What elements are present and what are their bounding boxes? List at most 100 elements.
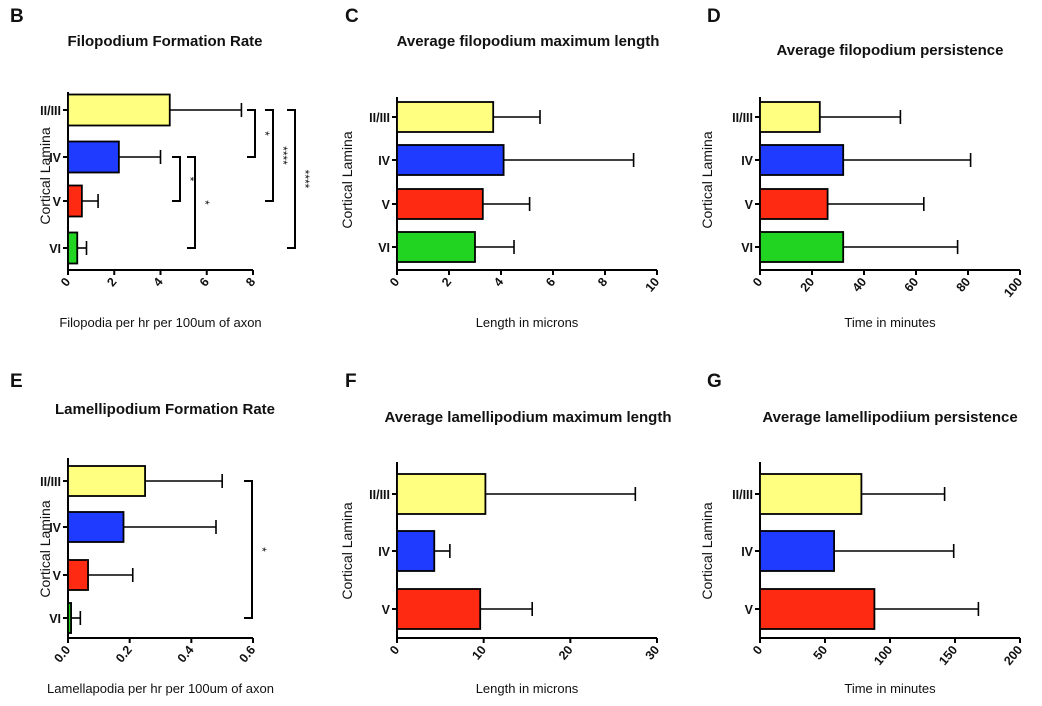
- x-axis-label: Time in minutes: [844, 681, 936, 696]
- bar: [396, 473, 487, 515]
- x-tick-label: 0: [387, 275, 402, 289]
- x-tick-label: 4: [491, 275, 506, 289]
- bracket-line: [172, 156, 181, 202]
- x-tick-label: 0.0: [51, 643, 73, 665]
- y-axis-label: Cortical Lamina: [699, 502, 715, 599]
- bar: [396, 144, 505, 176]
- bar: [759, 530, 835, 572]
- x-axis-label: Length in microns: [476, 681, 579, 696]
- significance-bracket: *: [244, 480, 269, 619]
- panel-label: B: [10, 6, 24, 27]
- bar: [67, 602, 72, 634]
- y-axis-label: Cortical Lamina: [339, 502, 355, 599]
- category-label: VI: [49, 612, 61, 626]
- chart-panel-d: D Average filopodium persistence Cortical …: [699, 6, 1025, 330]
- bar: [396, 530, 436, 572]
- category-label: II/III: [369, 488, 390, 502]
- bar: [67, 93, 171, 127]
- panel-label: F: [345, 371, 357, 392]
- x-axis-label: Lamellapodia per hr per 100um of axon: [47, 681, 274, 696]
- bar: [396, 188, 484, 220]
- x-tick-label: 200: [1001, 643, 1025, 668]
- x-tick-label: 60: [902, 275, 922, 295]
- category-label: IV: [741, 154, 753, 168]
- x-tick-label: 50: [811, 643, 831, 663]
- bar: [396, 231, 476, 263]
- bar: [67, 511, 125, 543]
- category-label: II/III: [40, 475, 61, 489]
- category-label: V: [745, 603, 754, 617]
- significance-label: ****: [276, 146, 290, 165]
- bar: [67, 231, 79, 265]
- x-axis-label: Filopodia per hr per 100um of axon: [59, 315, 261, 330]
- x-tick-label: 0.6: [236, 643, 258, 665]
- bar: [67, 465, 146, 497]
- x-tick-label: 100: [871, 643, 895, 668]
- x-tick-label: 2: [104, 275, 119, 289]
- category-label: V: [53, 195, 62, 209]
- chart-title: Filopodium Formation Rate: [68, 33, 263, 50]
- x-tick-label: 0: [750, 643, 765, 657]
- chart-panel-b: B Filopodium Formation Rate Cortical Lamin…: [10, 6, 312, 330]
- panel-label: D: [707, 6, 721, 27]
- category-label: IV: [378, 154, 390, 168]
- significance-label: ****: [298, 170, 312, 189]
- category-label: IV: [49, 521, 61, 535]
- bracket-line: [265, 109, 274, 202]
- category-label: VI: [49, 242, 61, 256]
- bracket-line: [187, 156, 196, 249]
- bar: [759, 231, 845, 263]
- chart-panel-g: G Average lamellipodiium persistence Corti…: [699, 371, 1025, 696]
- x-tick-label: 40: [850, 275, 870, 295]
- y-axis-label: Cortical Lamina: [699, 131, 715, 228]
- chart-title: Average lamellipodium maximum length: [384, 409, 671, 426]
- category-label: VI: [741, 241, 753, 255]
- x-tick-label: 0.4: [175, 643, 197, 665]
- chart-panel-e: E Lamellipodium Formation Rate Cortical La…: [10, 371, 275, 696]
- significance-label: *: [198, 200, 212, 205]
- bar: [759, 588, 876, 630]
- x-tick-label: 20: [556, 643, 576, 663]
- bar: [396, 588, 482, 630]
- chart-title: Average filopodium maximum length: [397, 33, 660, 50]
- bar: [67, 140, 120, 174]
- category-label: IV: [378, 545, 390, 559]
- bar: [759, 188, 829, 220]
- category-label: II/III: [732, 488, 753, 502]
- chart-panel-f: F Average lamellipodium maximum length Cor…: [339, 371, 672, 696]
- category-label: V: [382, 603, 391, 617]
- bar: [759, 473, 863, 515]
- panel-label: G: [707, 371, 722, 392]
- category-label: II/III: [40, 104, 61, 118]
- category-label: II/III: [732, 111, 753, 125]
- x-tick-label: 30: [643, 643, 663, 663]
- category-label: V: [382, 198, 391, 212]
- category-label: II/III: [369, 111, 390, 125]
- x-tick-label: 80: [954, 275, 974, 295]
- x-tick-label: 0: [750, 275, 765, 289]
- chart-title: Average filopodium persistence: [776, 42, 1003, 59]
- x-tick-label: 0.2: [113, 643, 135, 665]
- x-axis-label: Length in microns: [476, 315, 579, 330]
- significance-bracket: ****: [287, 109, 312, 249]
- x-tick-label: 2: [439, 275, 454, 289]
- significance-bracket: ****: [265, 109, 290, 202]
- x-tick-label: 8: [243, 275, 258, 289]
- bracket-line: [247, 109, 256, 158]
- x-tick-label: 8: [595, 275, 610, 289]
- category-label: V: [53, 569, 62, 583]
- category-label: V: [745, 198, 754, 212]
- x-tick-label: 0: [387, 643, 402, 657]
- bracket-line: [287, 109, 296, 249]
- significance-bracket: *: [187, 156, 212, 249]
- bracket-line: [244, 480, 253, 619]
- significance-label: *: [255, 547, 269, 552]
- x-tick-label: 6: [197, 275, 212, 289]
- x-tick-label: 10: [643, 275, 663, 295]
- significance-bracket: *: [247, 109, 272, 158]
- x-tick-label: 20: [798, 275, 818, 295]
- x-tick-label: 10: [469, 643, 489, 663]
- category-label: VI: [378, 241, 390, 255]
- x-axis-label: Time in minutes: [844, 315, 936, 330]
